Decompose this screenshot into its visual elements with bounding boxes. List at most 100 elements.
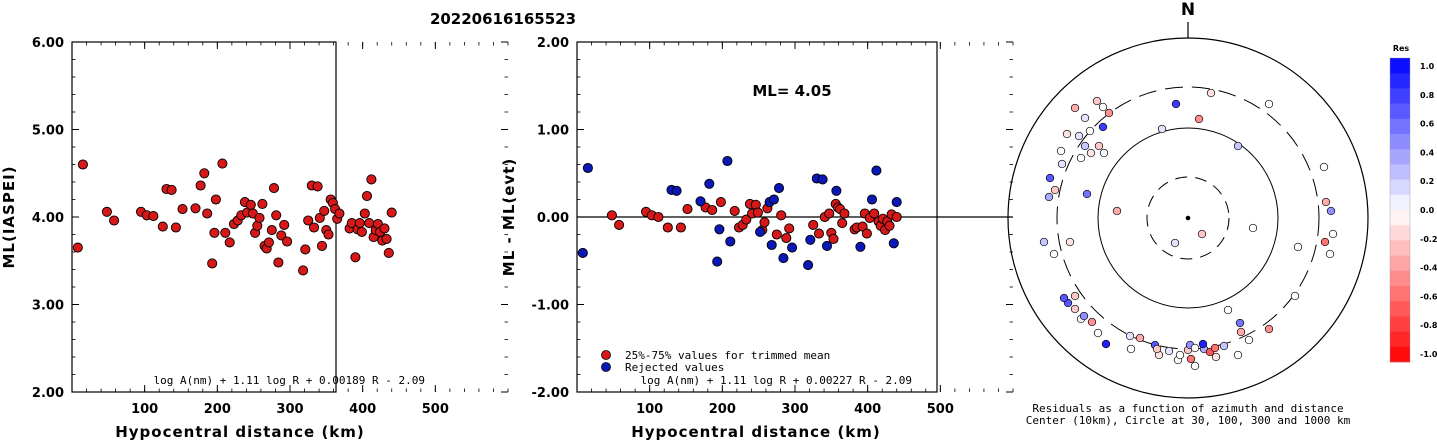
station-marker — [1190, 343, 1200, 353]
station-marker — [1264, 324, 1274, 334]
legend: 25%-75% values for trimmed mean Rejected… — [601, 349, 830, 374]
station-marker — [1194, 114, 1204, 124]
colorbar-cell — [1390, 255, 1410, 272]
data-point — [778, 253, 789, 264]
y-tick-label: 6.00 — [32, 36, 64, 51]
station-marker — [1125, 331, 1135, 341]
data-point — [210, 194, 221, 205]
data-point — [386, 207, 397, 218]
data-point — [805, 234, 816, 245]
station-marker — [1210, 343, 1220, 353]
data-point — [319, 205, 330, 216]
data-point — [741, 214, 752, 225]
y-tick-label: 4.00 — [32, 211, 64, 226]
data-point — [273, 257, 284, 268]
colorbar-tick-label: 0.8 — [1420, 91, 1435, 100]
station-marker — [1328, 229, 1338, 239]
formula-label: log A(nm) + 1.11 log R + 0.00189 R - 2.0… — [153, 374, 425, 387]
station-marker — [1039, 237, 1049, 247]
legend-label-trimmed: 25%-75% values for trimmed mean — [625, 349, 830, 362]
data-point — [888, 238, 899, 249]
data-point — [334, 208, 345, 219]
x-tick-label: 400 — [349, 402, 376, 417]
x-tick-label: 200 — [709, 402, 736, 417]
station-marker — [1093, 328, 1103, 338]
station-marker — [1326, 206, 1336, 216]
colorbar-cell — [1390, 194, 1410, 211]
data-point — [837, 218, 848, 229]
station-marker — [1062, 129, 1072, 139]
x-axis-label: Hypocentral distance (km) — [631, 423, 881, 441]
station-marker — [1059, 293, 1069, 303]
data-point — [768, 194, 779, 205]
data-point — [366, 174, 377, 185]
colorbar-tick-label: 0.2 — [1420, 177, 1434, 186]
ml-distance-panel: ML(IASPEI) Hypocentral distance (km) log… — [0, 36, 509, 441]
colorbar-cell — [1390, 286, 1410, 302]
y-tick-label: 1.00 — [537, 124, 569, 139]
station-marker — [1101, 339, 1111, 349]
data-point — [166, 184, 177, 195]
station-marker — [1082, 189, 1092, 199]
station-marker — [1049, 249, 1059, 259]
station-marker — [1248, 223, 1258, 233]
data-point — [831, 185, 842, 196]
data-point — [582, 162, 593, 174]
station-marker — [1321, 197, 1331, 207]
station-marker — [1056, 146, 1066, 156]
data-point — [781, 232, 792, 244]
data-point — [817, 174, 828, 185]
colorbar-frame — [1389, 57, 1411, 363]
colorbar-tick-label: -0.2 — [1420, 235, 1437, 244]
data-point — [671, 185, 682, 196]
data-point — [752, 207, 763, 218]
colorbar-tick-label: -0.4 — [1420, 264, 1437, 273]
data-point — [787, 242, 798, 253]
colorbar-tick-label: -0.8 — [1420, 321, 1437, 330]
ml-annotation: ML= 4.05 — [752, 82, 831, 100]
station-marker — [1080, 141, 1090, 151]
station-marker — [1070, 103, 1080, 113]
colorbar-cell — [1390, 118, 1410, 135]
data-point — [704, 178, 715, 189]
data-point — [202, 208, 213, 219]
station-marker — [1087, 317, 1097, 327]
data-point — [712, 256, 723, 267]
data-point — [356, 226, 367, 237]
data-point — [263, 237, 274, 248]
data-point — [839, 208, 850, 219]
data-point — [217, 158, 228, 169]
y-tick-label: -1.00 — [532, 299, 569, 314]
station-marker — [1080, 113, 1090, 123]
station-marker — [1319, 162, 1329, 172]
legend-marker-rejected — [601, 362, 611, 372]
data-point — [828, 233, 839, 244]
station-marker — [1065, 237, 1075, 247]
station-marker — [1320, 237, 1330, 247]
colorbar-tick-label: 0.6 — [1420, 120, 1435, 129]
data-point — [170, 222, 181, 233]
station-marker — [1206, 88, 1216, 98]
data-point — [869, 208, 880, 219]
data-point — [177, 204, 188, 215]
data-point — [871, 165, 882, 176]
colorbar-cell — [1390, 270, 1410, 287]
data-point — [316, 240, 328, 251]
station-marker — [1236, 327, 1246, 337]
station-marker — [1233, 350, 1243, 360]
colorbar-cell — [1390, 331, 1410, 348]
station-marker — [1152, 344, 1162, 354]
legend-marker-trimmed — [601, 350, 611, 360]
data-point — [861, 228, 872, 239]
colorbar: Res 1.0 0.8 0.6 0.4 0.2 0.0 -0.2 -0.4 -0.6 -0.8 -1… — [1389, 44, 1437, 363]
data-point — [282, 236, 293, 247]
station-marker — [1050, 185, 1060, 195]
north-label: N — [1181, 0, 1195, 20]
station-marker — [1070, 304, 1080, 314]
station-marker — [1104, 108, 1114, 118]
figure-title: 20220616165523 — [430, 10, 576, 28]
colorbar-tick-label: -0.6 — [1420, 292, 1437, 301]
station-marker — [1233, 141, 1243, 151]
colorbar-tick-label: -1.0 — [1420, 350, 1437, 359]
data-point — [195, 180, 206, 191]
